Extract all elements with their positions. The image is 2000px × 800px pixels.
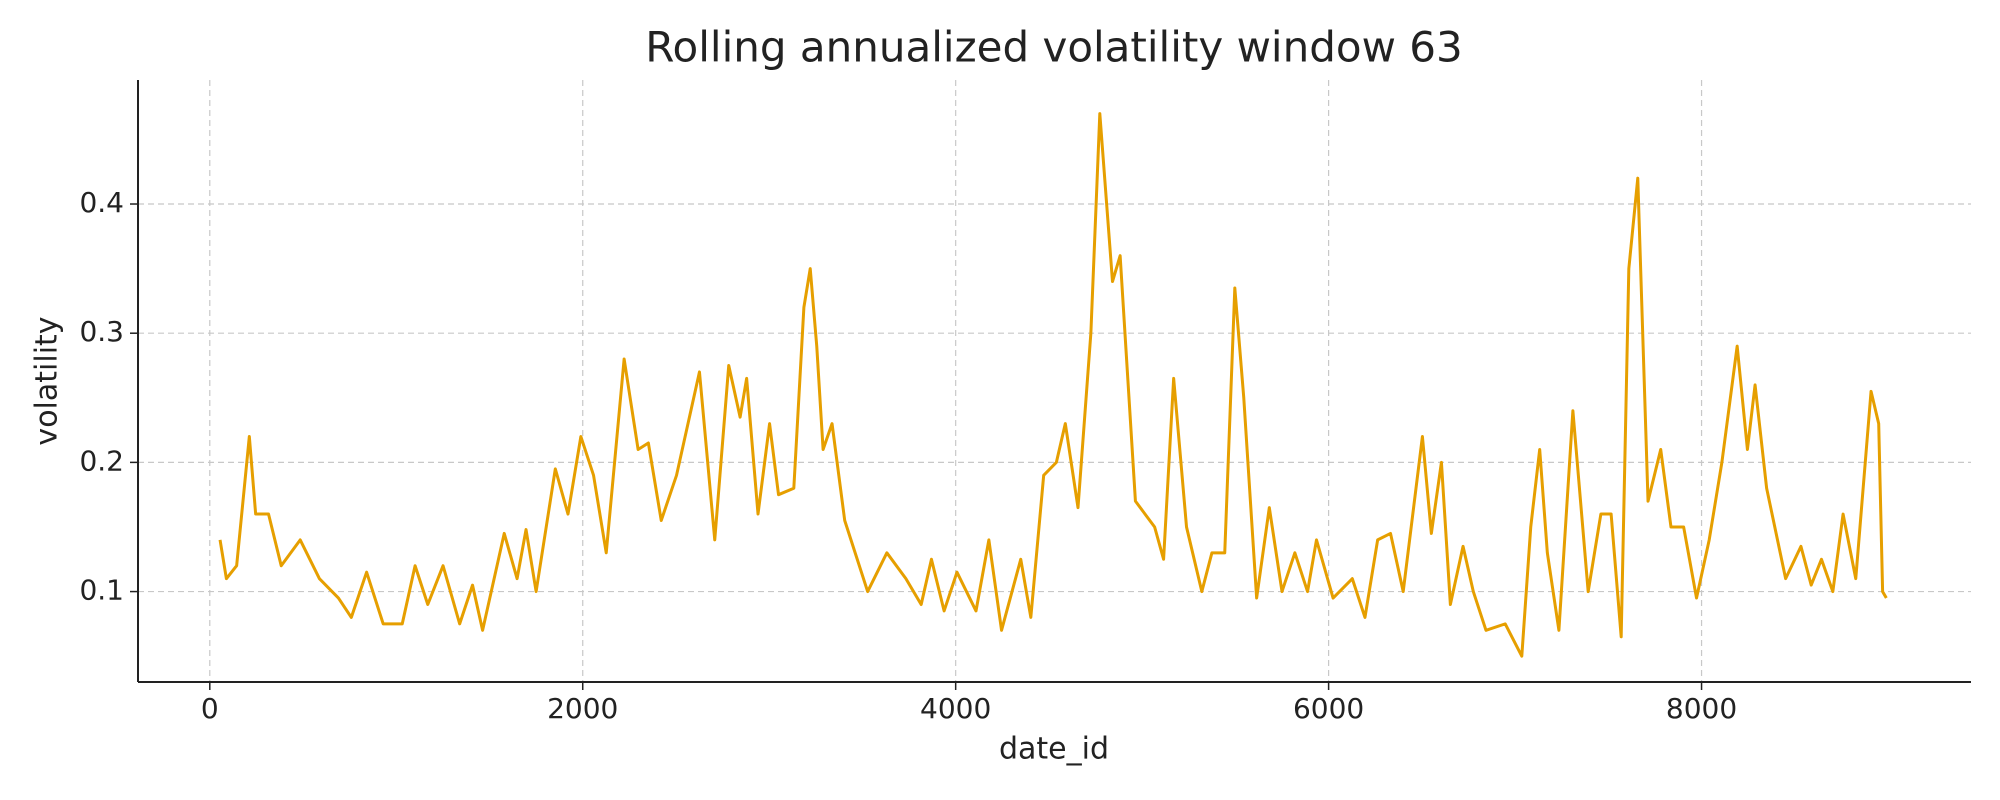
x-tick-label: 6000 bbox=[1293, 692, 1364, 725]
x-tick-label: 4000 bbox=[920, 692, 991, 725]
x-tick-label: 2000 bbox=[547, 692, 618, 725]
x-axis-label: date_id bbox=[999, 732, 1109, 767]
x-tick-label: 8000 bbox=[1666, 692, 1737, 725]
y-tick-label: 0.2 bbox=[79, 444, 124, 477]
y-axis-label: volatility bbox=[30, 316, 65, 445]
chart-title: Rolling annualized volatility window 63 bbox=[645, 23, 1462, 72]
y-tick-label: 0.1 bbox=[79, 574, 124, 607]
x-tick-label: 0 bbox=[201, 692, 219, 725]
y-tick-label: 0.3 bbox=[79, 315, 124, 348]
data-line bbox=[218, 112, 1888, 658]
y-tick-label: 0.4 bbox=[79, 186, 124, 219]
